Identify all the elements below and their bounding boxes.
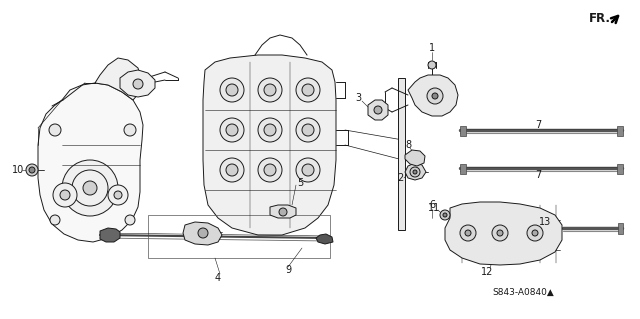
Circle shape bbox=[279, 208, 287, 216]
Circle shape bbox=[220, 158, 244, 182]
Circle shape bbox=[220, 78, 244, 102]
Circle shape bbox=[125, 215, 135, 225]
Circle shape bbox=[264, 164, 276, 176]
Circle shape bbox=[443, 213, 447, 217]
Text: 9: 9 bbox=[285, 265, 291, 275]
Circle shape bbox=[492, 225, 508, 241]
Text: 13: 13 bbox=[539, 217, 551, 227]
Circle shape bbox=[220, 118, 244, 142]
Polygon shape bbox=[617, 126, 623, 136]
Circle shape bbox=[83, 181, 97, 195]
Circle shape bbox=[258, 78, 282, 102]
Text: 7: 7 bbox=[535, 120, 541, 130]
Polygon shape bbox=[120, 70, 155, 97]
Text: 6: 6 bbox=[429, 200, 435, 210]
Polygon shape bbox=[460, 164, 466, 174]
Circle shape bbox=[198, 228, 208, 238]
Text: 12: 12 bbox=[481, 267, 493, 277]
Circle shape bbox=[302, 164, 314, 176]
Circle shape bbox=[226, 124, 238, 136]
Circle shape bbox=[133, 79, 143, 89]
Circle shape bbox=[60, 190, 70, 200]
Circle shape bbox=[413, 170, 417, 174]
Circle shape bbox=[427, 88, 443, 104]
Polygon shape bbox=[398, 78, 405, 230]
Circle shape bbox=[460, 225, 476, 241]
Circle shape bbox=[296, 158, 320, 182]
Text: 7: 7 bbox=[535, 170, 541, 180]
Circle shape bbox=[428, 61, 436, 69]
Circle shape bbox=[497, 230, 503, 236]
Circle shape bbox=[226, 164, 238, 176]
Text: 10: 10 bbox=[12, 165, 24, 175]
Polygon shape bbox=[270, 205, 296, 218]
Circle shape bbox=[527, 225, 543, 241]
Circle shape bbox=[296, 78, 320, 102]
Circle shape bbox=[49, 124, 61, 136]
Circle shape bbox=[26, 164, 38, 176]
Text: 3: 3 bbox=[355, 93, 361, 103]
Circle shape bbox=[258, 118, 282, 142]
Circle shape bbox=[410, 167, 420, 177]
Text: 11: 11 bbox=[428, 203, 440, 213]
Circle shape bbox=[258, 158, 282, 182]
Text: FR.: FR. bbox=[589, 11, 611, 25]
Polygon shape bbox=[203, 55, 336, 235]
Text: S843-A0840▲: S843-A0840▲ bbox=[492, 287, 554, 296]
Circle shape bbox=[440, 210, 450, 220]
Polygon shape bbox=[405, 150, 425, 166]
Circle shape bbox=[302, 84, 314, 96]
Circle shape bbox=[114, 191, 122, 199]
Circle shape bbox=[465, 230, 471, 236]
Polygon shape bbox=[617, 164, 623, 174]
Circle shape bbox=[432, 93, 438, 99]
Circle shape bbox=[226, 84, 238, 96]
Circle shape bbox=[374, 106, 382, 114]
Circle shape bbox=[50, 215, 60, 225]
Polygon shape bbox=[95, 58, 142, 100]
Circle shape bbox=[108, 185, 128, 205]
Polygon shape bbox=[460, 126, 466, 136]
Circle shape bbox=[124, 124, 136, 136]
Polygon shape bbox=[100, 228, 120, 242]
Text: 1: 1 bbox=[429, 43, 435, 53]
Polygon shape bbox=[618, 223, 623, 234]
Circle shape bbox=[532, 230, 538, 236]
Circle shape bbox=[302, 124, 314, 136]
Polygon shape bbox=[183, 222, 222, 245]
Circle shape bbox=[264, 84, 276, 96]
Text: 5: 5 bbox=[297, 178, 303, 188]
Text: 2: 2 bbox=[397, 173, 403, 183]
Circle shape bbox=[296, 118, 320, 142]
Text: 8: 8 bbox=[405, 140, 411, 150]
Polygon shape bbox=[38, 83, 143, 242]
Polygon shape bbox=[316, 234, 333, 244]
Polygon shape bbox=[368, 100, 388, 120]
Circle shape bbox=[264, 124, 276, 136]
Polygon shape bbox=[445, 202, 562, 265]
Polygon shape bbox=[405, 163, 426, 180]
Polygon shape bbox=[408, 75, 458, 116]
Circle shape bbox=[53, 183, 77, 207]
Text: 4: 4 bbox=[215, 273, 221, 283]
Circle shape bbox=[29, 167, 35, 173]
Circle shape bbox=[62, 160, 118, 216]
